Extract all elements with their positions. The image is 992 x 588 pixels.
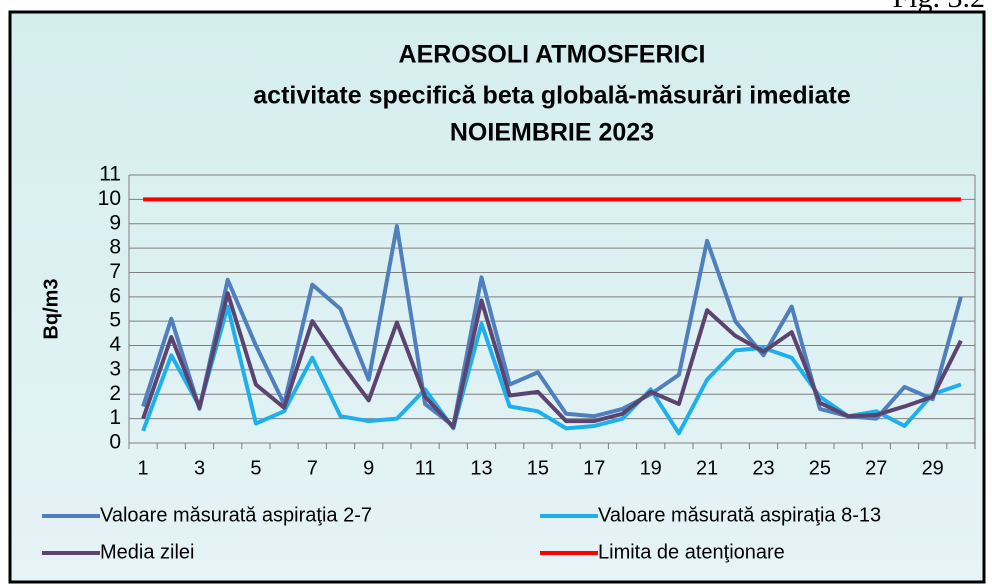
chart-title: activitate specifică beta globală-măsură…	[253, 82, 851, 110]
y-axis-label: Bq/m3	[40, 278, 62, 339]
y-tick-label: 4	[109, 333, 121, 356]
x-tick-label: 27	[865, 457, 887, 479]
legend-label: Valoare măsurată aspiraţia 2-7	[100, 504, 372, 526]
data-line	[141, 224, 963, 428]
x-tick-label: 17	[583, 457, 605, 479]
x-tick-label: 7	[307, 457, 318, 479]
x-tick-label: 23	[752, 457, 774, 479]
y-tick-label: 5	[109, 309, 121, 332]
y-tick-label: 0	[109, 431, 121, 454]
chart-title: NOIEMBRIE 2023	[450, 119, 654, 147]
y-tick-label: 3	[109, 357, 121, 380]
figure-label: Fig. 3.2	[892, 0, 985, 14]
data-line	[141, 291, 963, 430]
x-tick-label: 11	[415, 457, 436, 479]
y-tick-label: 2	[109, 382, 121, 405]
x-tick-label: 1	[138, 457, 149, 479]
y-tick-label: 1	[109, 406, 121, 429]
x-tick-label: 15	[527, 457, 549, 479]
y-tick-label: 10	[98, 187, 121, 210]
x-tick-label: 5	[250, 457, 261, 479]
y-tick-label: 9	[109, 211, 121, 234]
data-line	[141, 304, 962, 436]
y-tick-label: 11	[99, 163, 121, 186]
y-tick-label: 8	[109, 236, 121, 259]
y-tick-label: 7	[109, 260, 121, 283]
x-tick-label: 9	[363, 457, 374, 479]
legend-label: Media zilei	[100, 541, 194, 563]
x-tick-label: 13	[470, 457, 492, 479]
legend-label: Limita de atenţionare	[598, 541, 785, 563]
x-tick-label: 19	[640, 457, 662, 479]
legend-label: Valoare măsurată aspiraţia 8-13	[598, 504, 881, 526]
x-tick-label: 29	[922, 457, 944, 479]
y-tick-label: 6	[109, 284, 121, 307]
chart-title: AEROSOLI ATMOSFERICI	[399, 41, 706, 69]
x-tick-label: 21	[696, 457, 718, 479]
x-tick-label: 25	[809, 457, 831, 479]
x-tick-label: 3	[194, 457, 205, 479]
